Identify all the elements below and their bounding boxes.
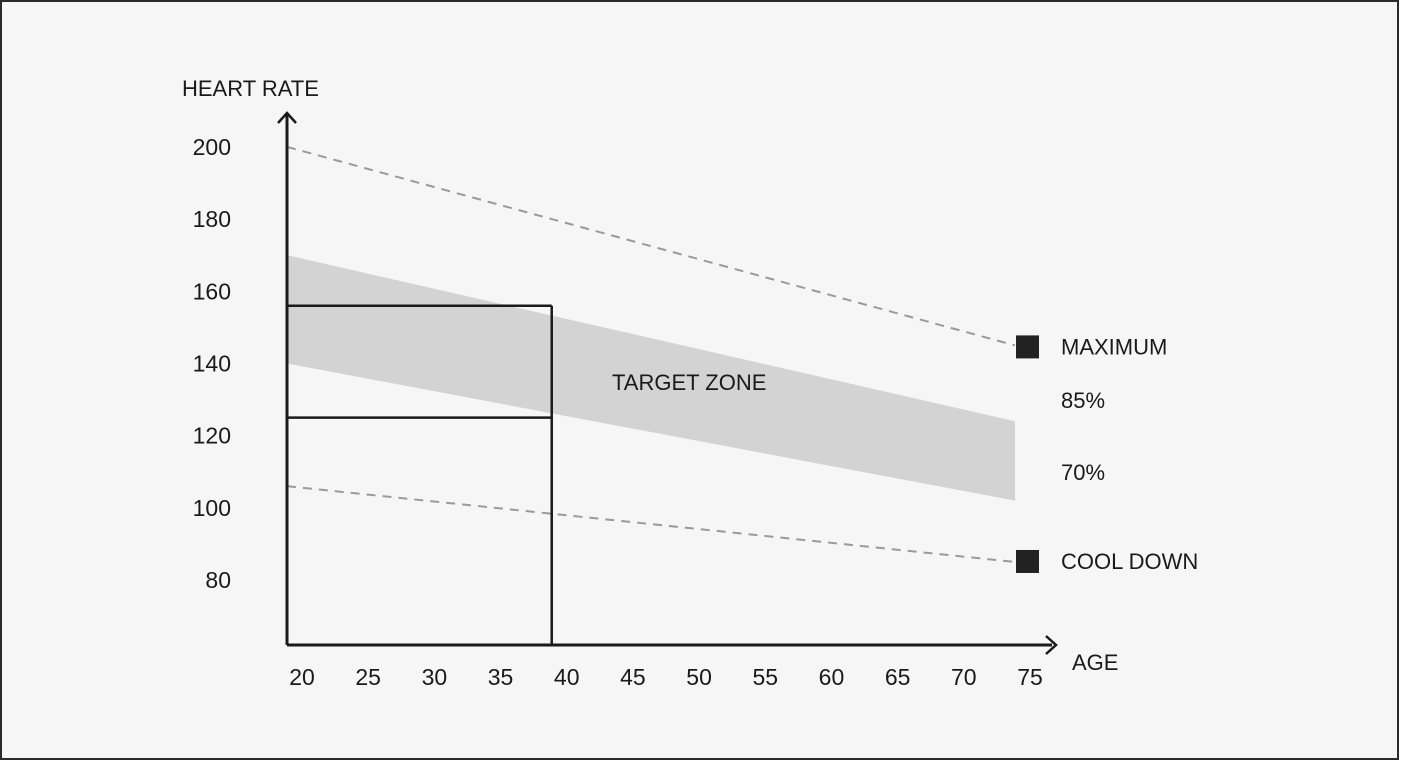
x-tick-label: 70	[951, 664, 977, 690]
x-tick-labels: 20 25 30 35 40 45 50 55 60 65 70 75	[289, 664, 1043, 690]
series-label: MAXIMUM	[1061, 334, 1167, 359]
x-tick-label: 20	[289, 664, 315, 690]
axes	[277, 111, 1058, 655]
series-labels: MAXIMUM 85% 70% COOL DOWN	[1016, 334, 1198, 574]
y-tick-label: 80	[205, 567, 231, 593]
x-tick-label: 60	[819, 664, 845, 690]
y-tick-label: 200	[193, 134, 231, 160]
x-tick-label: 55	[752, 664, 778, 690]
y-tick-labels: 80 100 120 140 160 180 200	[193, 134, 231, 593]
y-tick-label: 100	[193, 495, 231, 521]
series-label: 70%	[1061, 460, 1105, 485]
cool-down-line	[286, 485, 1016, 563]
y-axis-label: HEART RATE	[182, 76, 319, 101]
y-tick-label: 180	[193, 206, 231, 232]
y-tick-label: 120	[193, 423, 231, 449]
x-tick-label: 45	[620, 664, 646, 690]
x-axis-arrow	[1045, 635, 1058, 655]
x-axis-label: AGE	[1072, 650, 1118, 675]
y-tick-label: 140	[193, 350, 231, 376]
target-zone-label: TARGET ZONE	[612, 370, 766, 395]
x-tick-label: 50	[686, 664, 712, 690]
series-marker	[1016, 549, 1039, 573]
x-tick-label: 65	[885, 664, 911, 690]
x-tick-label: 35	[488, 664, 514, 690]
x-tick-label: 30	[422, 664, 448, 690]
y-tick-label: 160	[193, 278, 231, 304]
y-axis-arrow	[277, 111, 297, 124]
x-tick-label: 75	[1017, 664, 1043, 690]
x-tick-label: 25	[355, 664, 381, 690]
series-marker	[1016, 335, 1039, 359]
series-label: COOL DOWN	[1061, 549, 1198, 574]
target-zone-band	[287, 255, 1015, 501]
series-label: 85%	[1061, 388, 1105, 413]
x-tick-label: 40	[554, 664, 580, 690]
maximum-line	[286, 145, 1016, 347]
